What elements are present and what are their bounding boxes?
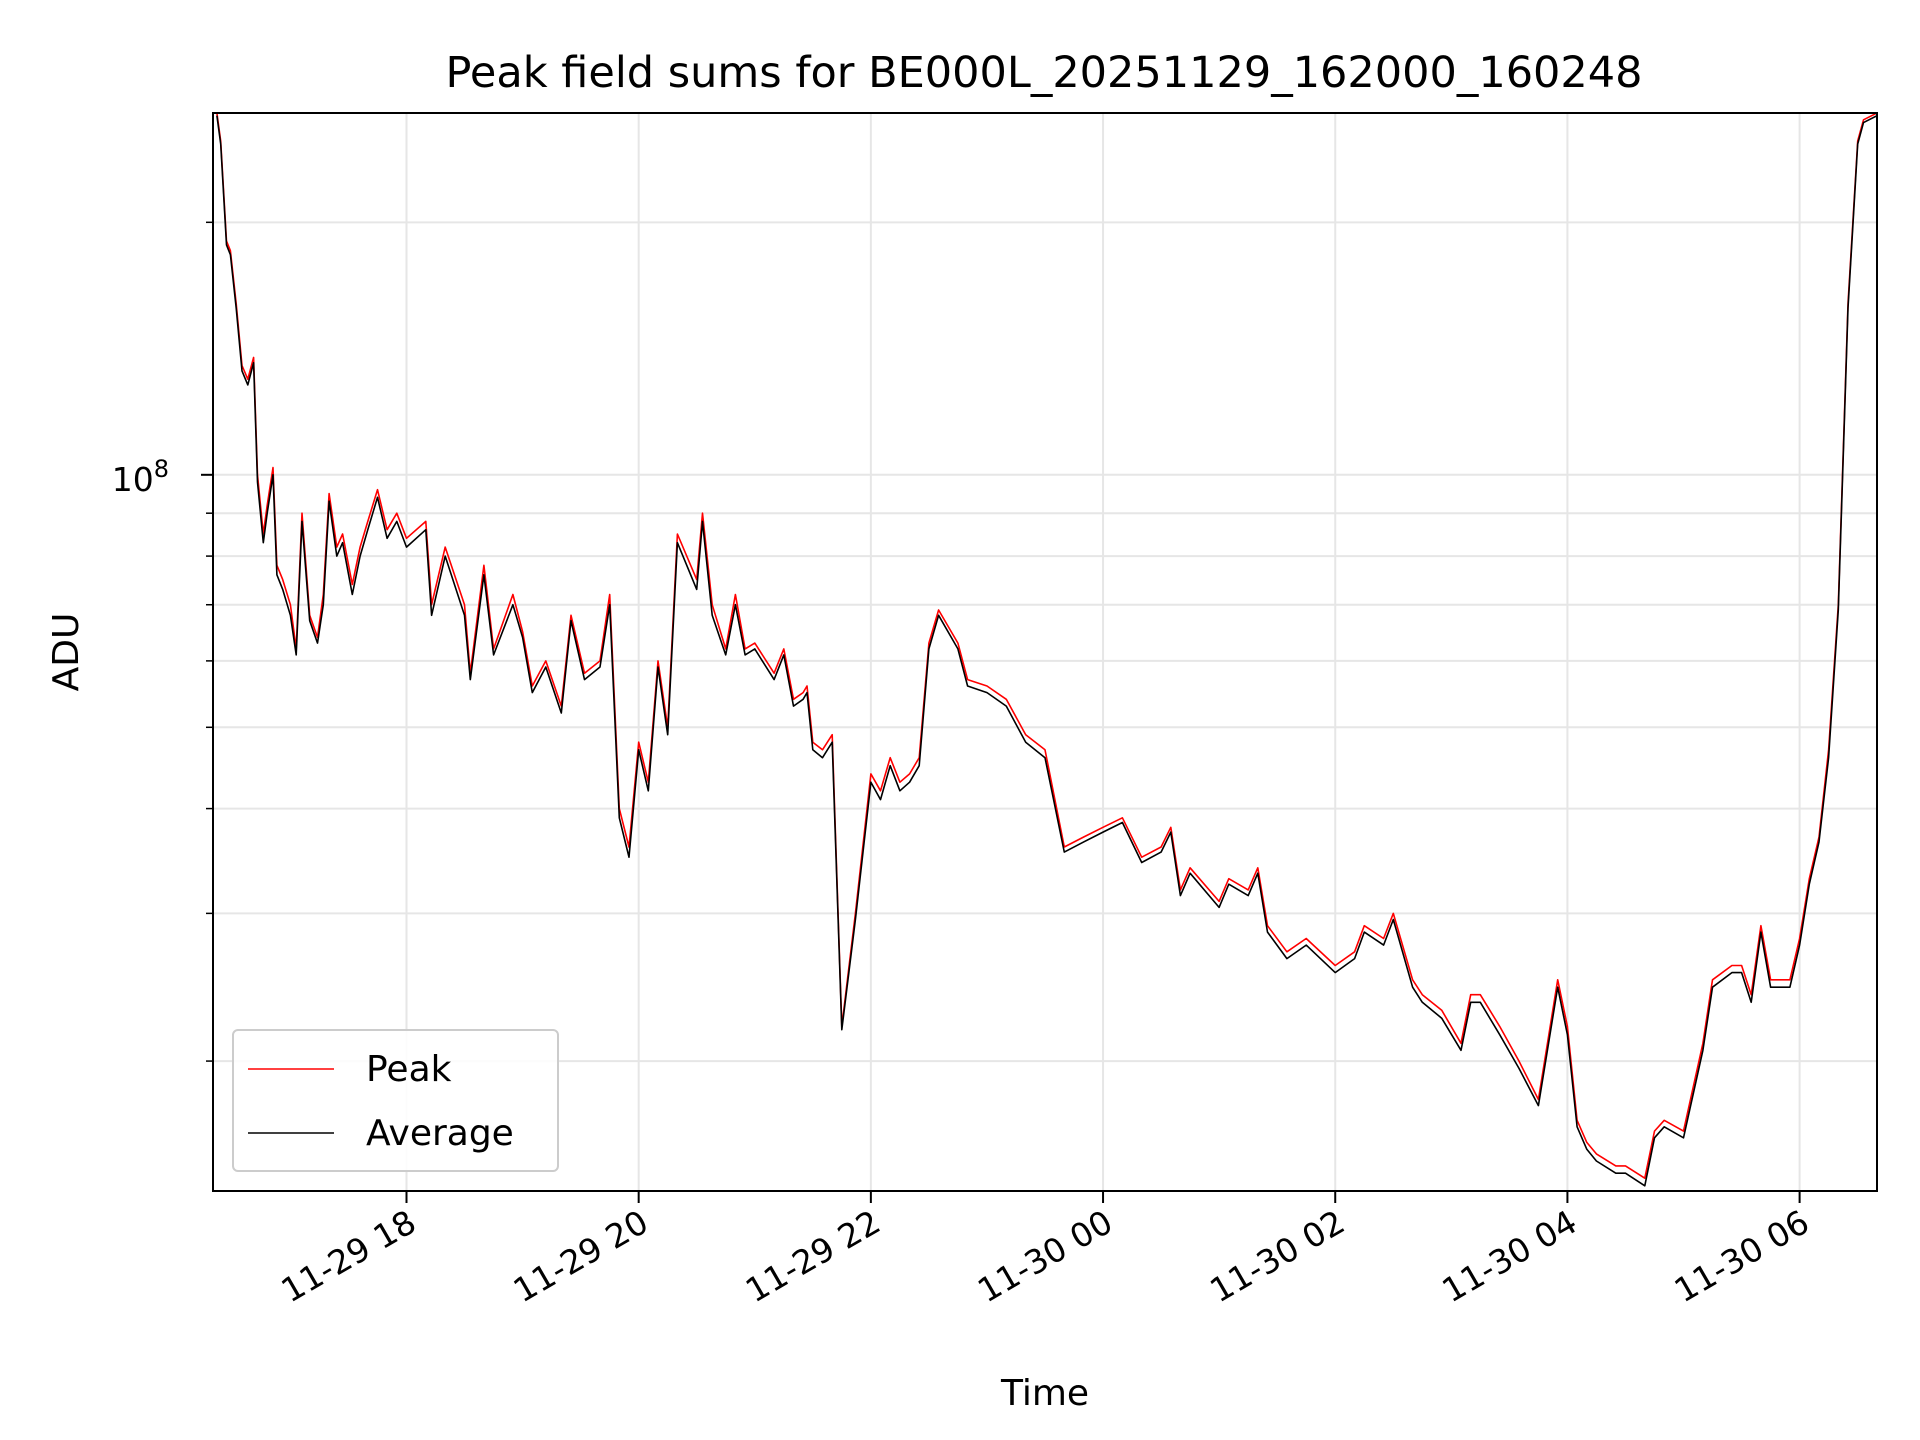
axes-frame [212,112,1878,1192]
plot-area [212,112,1878,1192]
series-line-average [216,114,1877,1187]
legend-box [232,1029,559,1172]
y-axis-label: ADU [46,613,87,692]
y-tick-label: 108 [112,455,169,499]
series-line-peak [216,113,1877,1179]
series-lines [216,113,1877,1187]
x-axis-label: Time [1000,1373,1089,1414]
legend-label-average: Average [366,1113,514,1154]
grid-lines [213,113,1877,1191]
chart-title: Peak field sums for BE000L_20251129_1620… [446,48,1643,98]
legend-label-peak: Peak [366,1049,452,1090]
y-axis-ticks: 108 [112,221,213,1062]
legend: Peak Average [232,1029,559,1172]
